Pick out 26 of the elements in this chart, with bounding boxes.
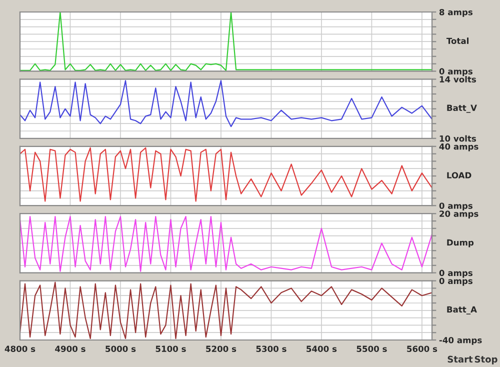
y-axis-title: Total (446, 38, 468, 44)
y-tick-label: 0 amps (439, 68, 472, 76)
x-tick-label: 5600 s (407, 346, 438, 352)
x-tick-label: 5100 s (156, 346, 186, 352)
x-tick-label: 5400 s (306, 346, 337, 352)
y-tick-label: 0 amps (439, 278, 472, 286)
y-axis-title: Batt_V (447, 104, 477, 113)
text: Stop (474, 356, 498, 364)
y-axis-title: Dump (447, 239, 474, 248)
y-tick-label: 0 amps (439, 202, 472, 210)
x-tick-label: 5200 s (206, 346, 236, 352)
x-tick-label: 4800 s (4, 346, 36, 352)
y-axis-title: Batt_A (447, 306, 477, 314)
y-tick-label: -40 amps (439, 336, 482, 345)
text: Start (448, 356, 473, 363)
y-tick-label: 40 amps (439, 143, 478, 152)
y-tick-label: 8 amps (439, 8, 472, 17)
y-tick-label: 20 amps (440, 210, 478, 218)
x-tick-label: 5500 s (356, 346, 387, 352)
x-tick-label: 4900 s (55, 346, 86, 352)
x-tick-label: 5000 s (106, 346, 136, 352)
y-tick-label: 10 volts (440, 135, 476, 142)
y-tick-label: 14 volts (440, 76, 476, 82)
x-tick-label: 5300 s (256, 346, 286, 352)
y-axis-title: LOAD (447, 172, 472, 178)
y-tick-label: 0 amps (439, 270, 472, 278)
